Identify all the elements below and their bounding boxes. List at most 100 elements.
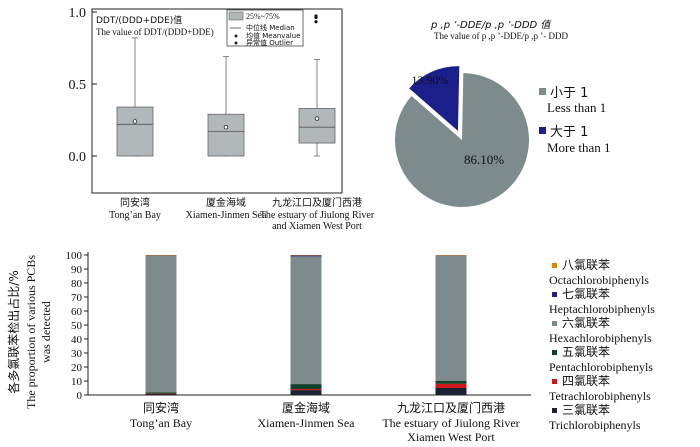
legend-swatch-tetrachlorobiphenyls	[552, 379, 557, 384]
x-category-cn: 同安湾	[120, 196, 150, 209]
y-axis-label-cn: DDT/(DDD+DDE)值	[96, 14, 182, 26]
legend-box-swatch	[228, 11, 244, 21]
bar-segment-trichlorobiphenyls	[435, 388, 467, 395]
x-category-cn: 厦金海域	[282, 400, 330, 415]
y-axis-label-en: The value of DDT/(DDD+DDE)	[96, 27, 214, 37]
legend-median-label: 中位线 Median	[246, 23, 295, 32]
y-tick-label: 0.0	[69, 150, 87, 165]
pie-legend-swatch-more	[539, 127, 546, 134]
legend-swatch-octachlorobiphenyls	[552, 263, 557, 268]
y-axis-label-cn: 各多氯联苯检出占比/%	[6, 270, 21, 393]
bar-segment-hexachlorobiphenyls	[290, 256, 322, 385]
legend-label-cn: 四氯联苯	[562, 374, 610, 388]
pie-legend-more-en: More than 1	[547, 140, 611, 155]
mean-marker	[132, 119, 138, 124]
pie-title-cn: p ,p ’-DDE/p ,p ’-DDD 值	[430, 19, 552, 31]
x-category-en-line2: and Xiamen West Port	[272, 221, 362, 232]
y-tick-label: 0	[77, 390, 83, 402]
box-3	[298, 59, 336, 157]
legend-box-label: 25%~75%	[246, 12, 280, 21]
pie-label-more-than-1: 13.90%	[412, 73, 449, 87]
box-2	[207, 14, 318, 157]
outlier-point	[314, 14, 318, 18]
legend-label-cn: 三氯联苯	[562, 403, 610, 417]
y-tick-label: 10	[71, 376, 83, 388]
stacked-bar-chart: 0 10 20 30 40 50 60 70 80 90 100 各多氯联苯检出占比/% The pro…	[6, 250, 655, 444]
bar-segment-tetrachlorobiphenyls	[145, 393, 177, 395]
y-tick-label: 0.5	[69, 78, 87, 93]
bar-segment-octachlorobiphenyls	[290, 255, 322, 256]
y-tick-label: 30	[71, 348, 83, 360]
x-category-en: Xiamen-Jinmen Sea	[186, 210, 267, 221]
legend-label-en: Tetrachlorobiphenyls	[549, 389, 651, 403]
bar-segment-hexachlorobiphenyls	[435, 255, 467, 381]
legend-label-cn: 八氯联苯	[562, 258, 610, 272]
pie-legend-swatch-less	[539, 88, 546, 95]
pie-slice-less-than-1	[395, 73, 529, 207]
bar-segment-heptachlorobiphenyls	[290, 255, 322, 257]
legend-label-cn: 五氯联苯	[562, 345, 610, 359]
x-category-cn: 九龙江口及厦门西港	[272, 196, 362, 209]
y-tick-label: 70	[71, 292, 83, 304]
y-tick-label: 60	[71, 306, 83, 318]
box-plot-frame	[91, 8, 343, 194]
bar-segment-heptachlorobiphenyls	[145, 255, 177, 256]
mean-marker	[223, 124, 229, 130]
bar-segment-trichlorobiphenyls	[145, 393, 177, 395]
x-category-cn: 厦金海域	[206, 196, 246, 209]
pie-label-less-than-1: 86.10%	[464, 152, 504, 167]
pie-title-en: The value of p ,p ’-DDE/p ,p ’- DDD	[434, 31, 568, 41]
legend-mean-swatch	[234, 34, 238, 38]
x-category-en: Tong’an Bay	[109, 210, 161, 221]
bar-segment-octachlorobiphenyls	[435, 255, 467, 256]
legend-swatch-hexachlorobiphenyls	[552, 321, 557, 326]
legend-swatch-heptachlorobiphenyls	[552, 292, 557, 297]
y-tick-label: 90	[71, 264, 83, 276]
y-tick-label: 80	[71, 278, 83, 290]
bar-segment-pentachlorobiphenyls	[290, 384, 322, 389]
x-category-en-line2: Xiamen West Port	[407, 430, 495, 444]
x-category-cn: 同安湾	[143, 400, 179, 415]
bar-segment-tetrachlorobiphenyls	[290, 388, 322, 391]
legend-label-en: Octachlorobiphenyls	[549, 273, 649, 287]
mean-marker	[314, 116, 320, 121]
legend-label-en: Heptachlorobiphenyls	[549, 302, 655, 316]
box-iqr	[207, 113, 245, 157]
legend-outlier-swatch	[234, 41, 238, 45]
bar-segment-tetrachlorobiphenyls	[435, 383, 467, 388]
pie-legend-less-cn: 小于 1	[550, 86, 588, 101]
y-tick-label: 50	[71, 320, 83, 332]
y-axis-label-en-1: The proportion of various PCBs	[24, 255, 38, 409]
bar-segment-trichlorobiphenyls	[290, 390, 322, 395]
box-iqr	[298, 108, 336, 144]
x-category-en: Xiamen-Jinmen Sea	[258, 416, 356, 430]
pie-legend-less-en: Less than 1	[547, 100, 606, 115]
bar-segment-pentachlorobiphenyls	[435, 381, 467, 384]
legend-outlier-label: 异常值 Outlier	[246, 38, 293, 47]
x-category-cn: 九龙江口及厦门西港	[397, 400, 505, 415]
pie-legend-more-cn: 大于 1	[550, 125, 588, 140]
x-category-en: The estuary of Jiulong River	[260, 210, 375, 221]
y-tick-label: 40	[71, 334, 83, 346]
x-category-en: Tong’an Bay	[130, 416, 192, 430]
box-1	[116, 37, 154, 157]
x-category-en: The estuary of Jiulong River	[382, 416, 519, 430]
legend-mean-label: 均值 Meanvalue	[246, 31, 300, 40]
legend-label-en: Trichlorobiphenyls	[549, 418, 641, 432]
bar-segment-octachlorobiphenyls	[145, 255, 177, 256]
legend-swatch-pentachlorobiphenyls	[552, 350, 557, 355]
y-tick-label: 20	[71, 362, 83, 374]
legend-swatch-trichlorobiphenyls	[552, 408, 557, 413]
bar-segment-hexachlorobiphenyls	[145, 255, 177, 393]
legend-label-en: Hexachlorobiphenyls	[549, 331, 652, 345]
y-tick-label: 100	[66, 250, 83, 262]
legend-label-cn: 七氯联苯	[562, 287, 610, 301]
y-axis-label-en-2: was detected	[39, 301, 53, 363]
bar-segment-pentachlorobiphenyls	[145, 392, 177, 394]
legend-label-en: Pentachlorobiphenyls	[549, 360, 653, 374]
pie-slice-more-than-1	[408, 65, 461, 133]
